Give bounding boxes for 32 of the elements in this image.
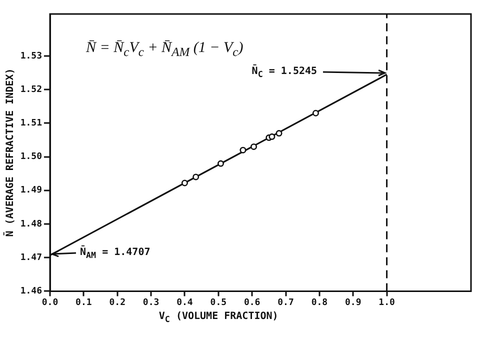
x-tick-label: 0.7 bbox=[278, 298, 294, 308]
x-axis-title: V$_{C}$ (VOLUME FRACTION) bbox=[158, 311, 278, 324]
y-tick-label: 1.51 bbox=[20, 118, 42, 129]
x-tick-label: 0.6 bbox=[244, 298, 260, 308]
point bbox=[192, 174, 200, 180]
y-tick-label: 1.47 bbox=[20, 252, 42, 263]
x-tick-label: 0.2 bbox=[109, 298, 126, 308]
x-tick-label: 0.8 bbox=[311, 298, 328, 308]
point bbox=[312, 110, 319, 116]
y-tick-label: 1.49 bbox=[20, 186, 42, 196]
x-tick-label: 0.4 bbox=[176, 298, 194, 308]
point bbox=[250, 143, 258, 150]
point bbox=[181, 180, 188, 186]
annotation: N̄$_{AM}$ = 1.4707 bbox=[80, 246, 150, 260]
point bbox=[268, 133, 276, 140]
y-tick-label: 1.48 bbox=[20, 219, 42, 230]
point bbox=[276, 130, 282, 137]
annotation: N̄$_{C}$ = 1.5245 bbox=[252, 66, 318, 79]
y-tick-label: 1.50 bbox=[20, 152, 42, 162]
text: N̄ = N̄$_{c}$V$_{c}$ + N̄$_{AM}$ (1 − V$_{c}$) bbox=[86, 40, 244, 59]
x-tick-label: 0.3 bbox=[142, 298, 160, 308]
x-tick-label: 0.1 bbox=[76, 298, 92, 308]
y-tick-label: 1.46 bbox=[20, 286, 42, 297]
y-axis-title: N̄ (AVERAGE REFRACTIVE INDEX) bbox=[4, 68, 16, 237]
x-tick-label: 0.9 bbox=[344, 298, 362, 308]
x-tick-label: 0.5 bbox=[210, 298, 227, 308]
y-tick-label: 1.52 bbox=[20, 84, 42, 95]
y-tick-label: 1.53 bbox=[20, 51, 42, 62]
x-tick-label: 0.0 bbox=[42, 298, 58, 308]
x-tick-label: 1.0 bbox=[378, 298, 395, 308]
point bbox=[218, 160, 224, 167]
point bbox=[240, 146, 246, 154]
